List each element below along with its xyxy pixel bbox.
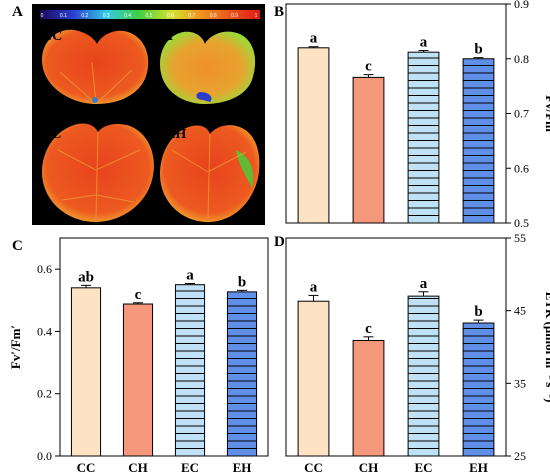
y-axis-label: ETR (μmol m⁻² s⁻¹) [543,292,550,403]
y-tick-label: 0.8 [514,52,529,66]
bar-cc [297,300,330,457]
colorbar-tick-label: 0.4 [124,13,131,19]
x-tick-label: EH [233,460,252,475]
leaf-label-ch: CH [152,29,173,44]
bar-ec [174,284,206,457]
panel-b: B 0.5 0.6 0.7 0.8 0.9 Fv/Fm a c a b [274,0,550,230]
colorbar-ticks: 0 0.1 0.2 0.3 0.4 0.5 0.6 0.7 0.8 0.9 1 [41,13,258,19]
significance-letter: c [135,287,142,303]
panel-label-a: A [12,4,23,20]
colorbar-tick-label: 0.3 [103,13,110,19]
leaf-label-cc: CC [42,29,62,44]
leaf-label-eh: EH [166,127,186,142]
bar-eh [462,322,495,457]
leaf-ec: EC [42,123,154,222]
x-tick-label: CC [77,460,96,475]
significance-letter: c [365,321,372,337]
bar-cc [70,287,102,457]
bar-ch [352,76,385,224]
significance-letter: a [420,35,428,51]
bar-ec [407,51,440,224]
y-tick-label: 25 [514,449,526,463]
x-tick-label: CH [359,460,379,475]
bar-ch [122,303,154,457]
significance-letter: b [238,274,246,290]
panel-label-d: D [274,234,285,250]
y-tick-label: 0.2 [37,387,52,401]
y-tick-label: 35 [514,376,526,390]
significance-letter: a [186,267,194,283]
bar-ch [352,339,385,457]
significance-letter: a [420,276,428,292]
significance-letter: a [310,31,318,47]
panel-a: A 0 0.1 0.2 0.3 0.4 0.5 0.6 0.7 0.8 0.9 1 CC CH EC [12,4,265,225]
colorbar-tick-label: 0.7 [188,13,195,19]
y-tick-label: 55 [514,231,526,245]
colorbar-tick-label: 0.2 [81,13,88,19]
panel-c: C 0.0 0.2 0.4 0.6 Fv′/Fm′ ab CC c CH a EC b EH [8,237,269,475]
leaf-ch: CH [152,29,256,104]
leaf-label-ec: EC [42,127,61,142]
y-axis-label: Fv/Fm [543,95,550,132]
y-tick-label: 0.6 [514,161,529,175]
x-tick-label: EH [469,460,488,475]
colorbar [40,10,260,19]
y-tick-label: 0.6 [37,262,52,276]
y-tick-label: 0.4 [37,324,52,338]
colorbar-tick-label: 0 [41,13,44,19]
y-axis-label: Fv′/Fm′ [8,325,23,369]
colorbar-tick-label: 0.9 [231,13,238,19]
plot-frame [285,237,507,457]
significance-letter: a [310,279,318,295]
significance-letter: b [474,304,482,320]
colorbar-tick-label: 0.1 [60,13,67,19]
y-tick-label: 0.0 [37,449,52,463]
leaf-eh: EH [160,125,260,222]
x-tick-label: EC [181,460,199,475]
colorbar-tick-label: 1 [255,13,258,19]
plot-frame [59,237,269,457]
x-tick-label: EC [414,460,432,475]
panel-label-b: B [274,4,284,20]
leaf-cc: CC [42,29,149,105]
bar-ec [407,295,440,457]
significance-letter: ab [78,269,94,285]
y-tick-label: 0.7 [514,107,529,121]
colorbar-tick-label: 0.8 [210,13,217,19]
panel-label-c: C [12,238,23,254]
significance-letter: b [474,42,482,58]
x-tick-label: CH [128,460,148,475]
bar-cc [297,47,330,224]
y-tick-label: 0.5 [514,216,529,230]
colorbar-tick-label: 0.6 [167,13,174,19]
y-tick-label: 0.9 [514,0,529,11]
significance-letter: c [365,59,372,75]
x-tick-label: CC [304,460,323,475]
colorbar-tick-label: 0.5 [146,13,153,19]
y-tick-label: 45 [514,304,526,318]
panel-d: D 25 35 45 55 ETR (μmol m⁻² s⁻¹) a CC c CH a EC b EH [274,231,550,475]
